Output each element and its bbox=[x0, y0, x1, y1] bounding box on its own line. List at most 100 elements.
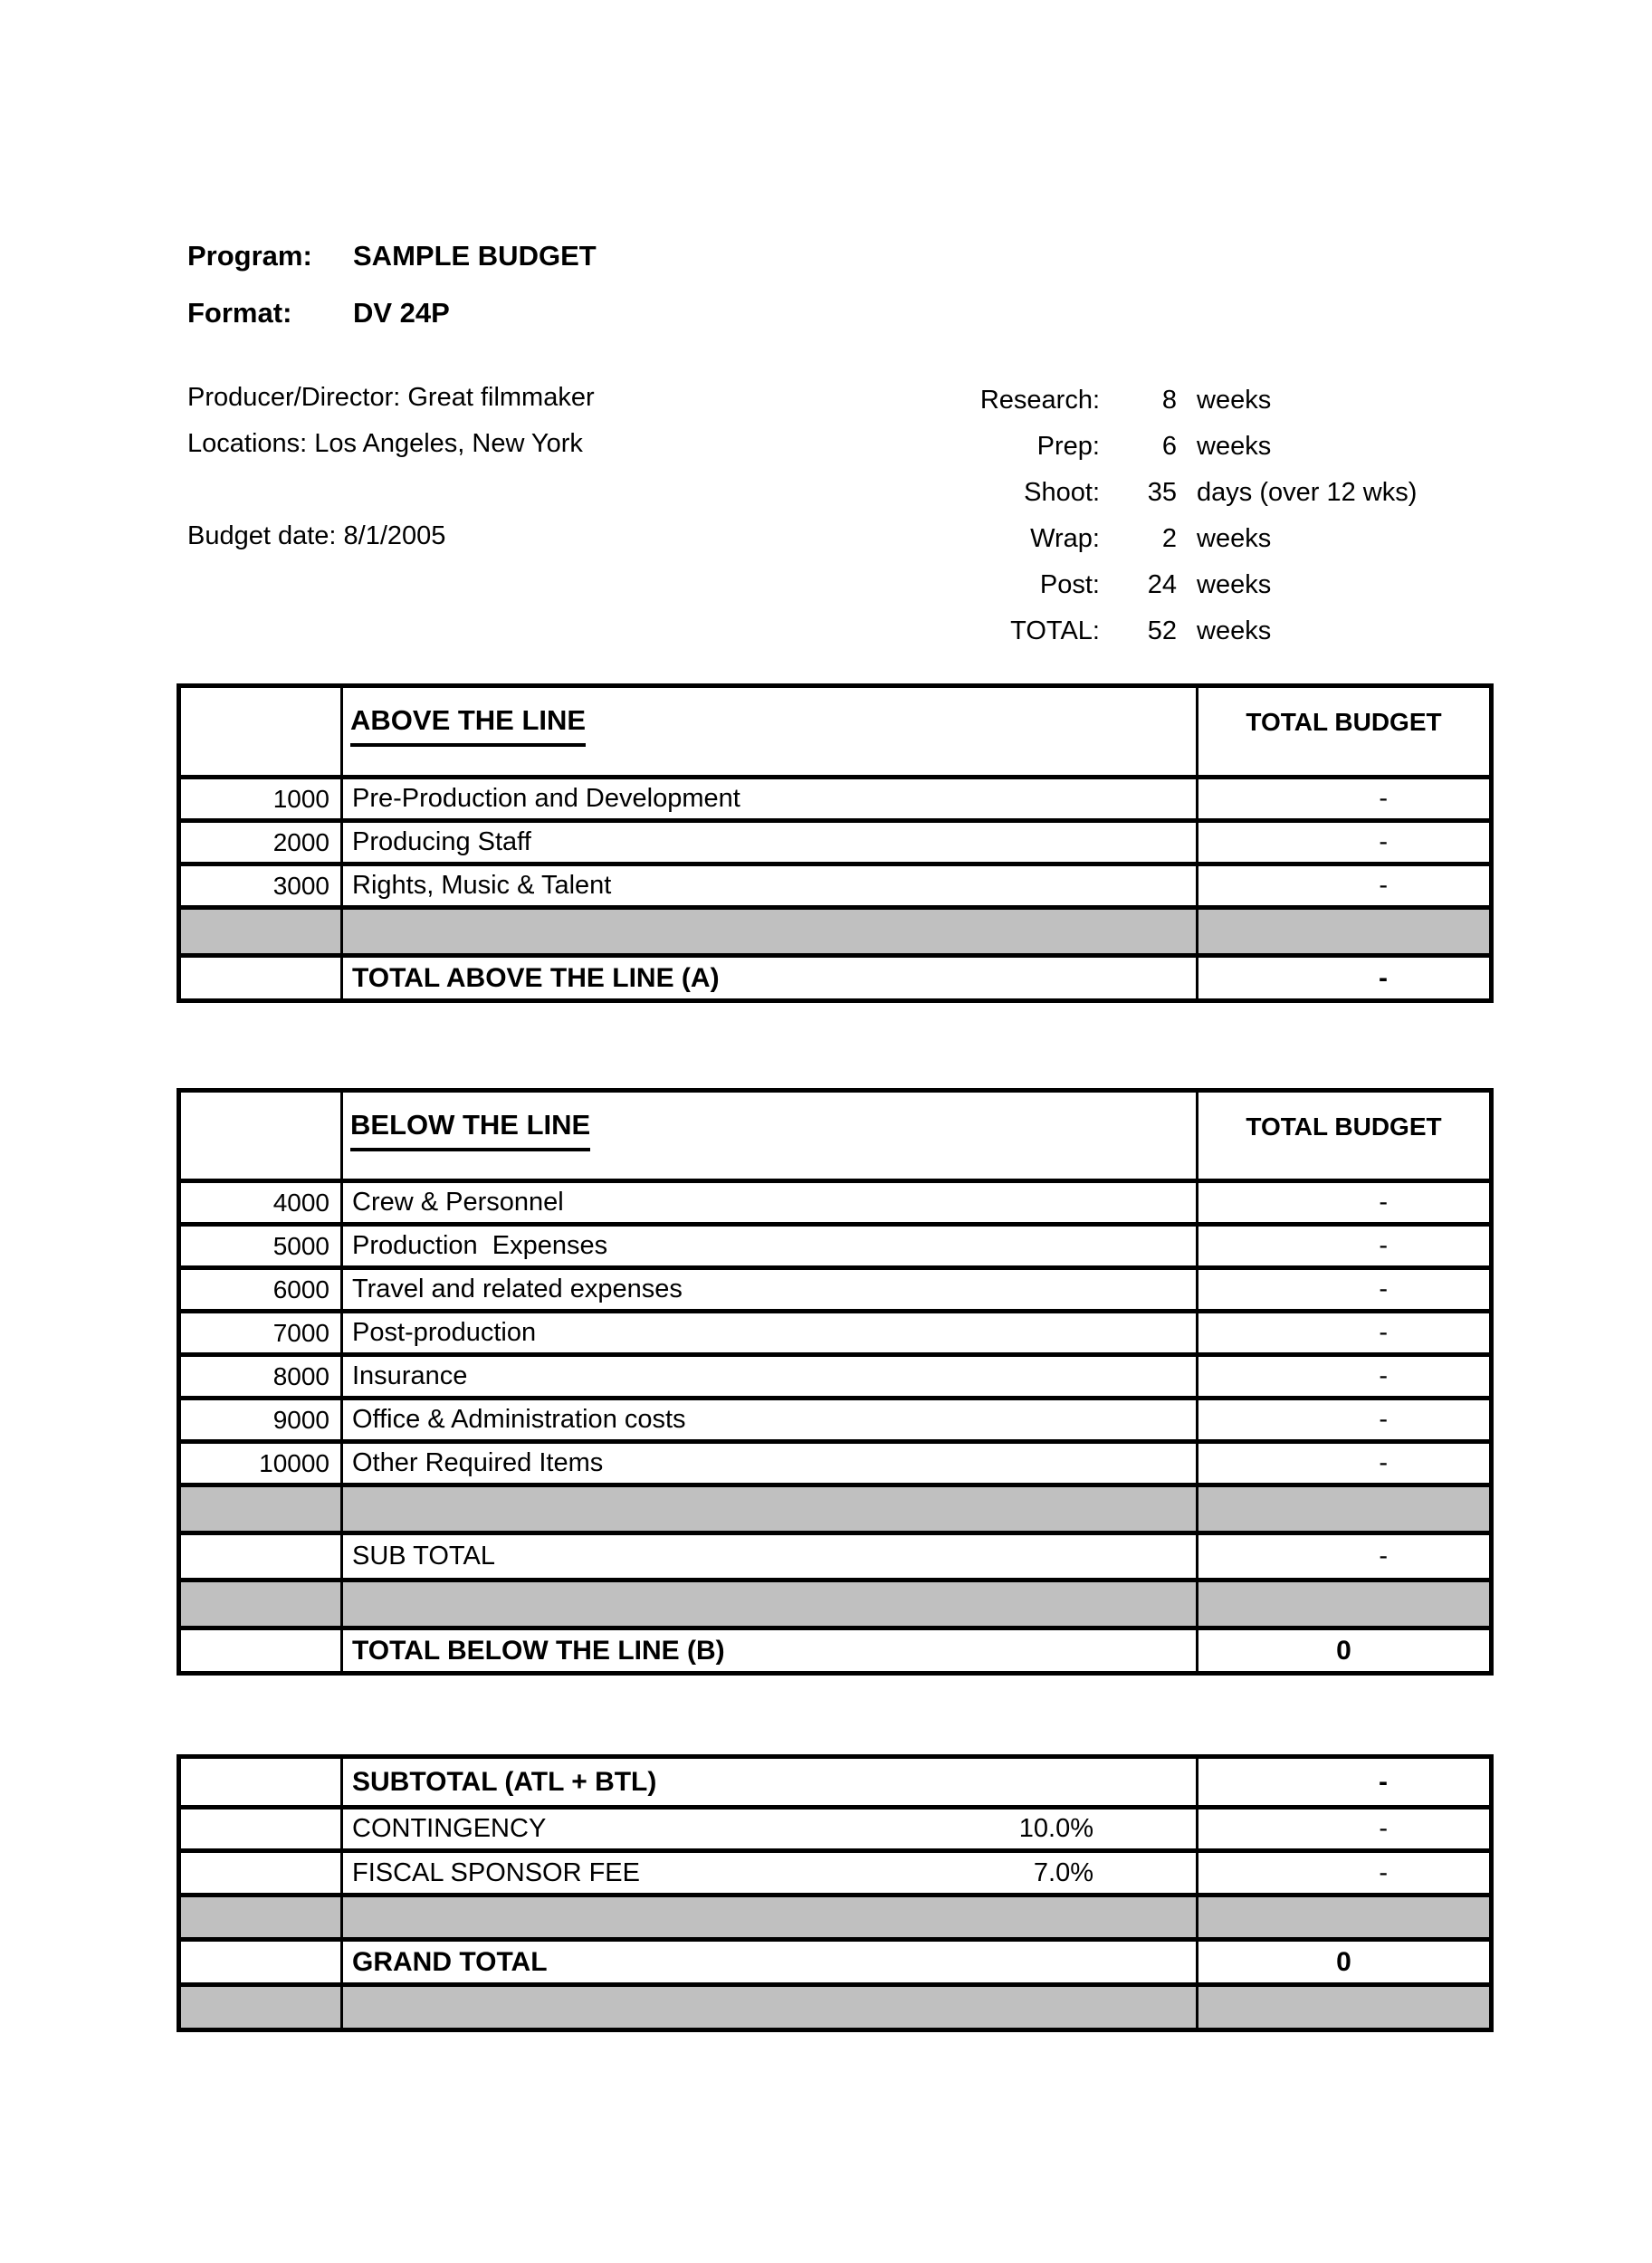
below-the-line-table: BELOW THE LINE TOTAL BUDGET 4000 Crew & Per… bbox=[177, 1088, 1494, 1676]
budget-value-cell: - bbox=[1196, 1400, 1489, 1439]
code-cell: 7000 bbox=[181, 1313, 343, 1352]
locations-line: Locations: Los Angeles, New York bbox=[187, 429, 583, 458]
desc-cell: Crew & Personnel bbox=[343, 1183, 1196, 1222]
budget-value-cell bbox=[1196, 1987, 1489, 2028]
budget-value-cell: - bbox=[1196, 958, 1489, 998]
desc-cell bbox=[343, 1582, 1196, 1626]
code-cell bbox=[181, 910, 343, 953]
table-row: SUB TOTAL - bbox=[181, 1531, 1489, 1578]
desc-cell: SUBTOTAL (ATL + BTL) bbox=[343, 1759, 1196, 1805]
header-code-cell bbox=[181, 1093, 343, 1179]
desc-cell: Pre-Production and Development bbox=[343, 779, 1196, 818]
budget-value-cell: - bbox=[1196, 866, 1489, 905]
table-header-row: BELOW THE LINE TOTAL BUDGET bbox=[181, 1093, 1489, 1179]
code-cell bbox=[181, 1582, 343, 1626]
table-row: 5000 Production Expenses - bbox=[181, 1222, 1489, 1265]
budget-value-cell: - bbox=[1196, 1759, 1489, 1805]
schedule-row: Shoot: 35 days (over 12 wks) bbox=[905, 470, 1417, 516]
desc-cell: Other Required Items bbox=[343, 1444, 1196, 1483]
budget-value-cell bbox=[1196, 1582, 1489, 1626]
format-line: Format: DV 24P bbox=[187, 297, 597, 329]
spacer-row bbox=[181, 1483, 1489, 1531]
total-budget-header: TOTAL BUDGET bbox=[1196, 1093, 1489, 1179]
schedule-value: 8 bbox=[1161, 386, 1177, 415]
schedule-row: Prep: 6 weeks bbox=[905, 424, 1417, 470]
desc-text: Crew & Personnel bbox=[352, 1188, 564, 1217]
code-cell bbox=[181, 1809, 343, 1848]
schedule-value: 6 bbox=[1161, 432, 1177, 461]
budget-value-cell: - bbox=[1196, 1809, 1489, 1848]
header-code-cell bbox=[181, 688, 343, 775]
schedule-label: Prep: bbox=[1036, 432, 1100, 461]
schedule-label: Post: bbox=[1039, 570, 1100, 599]
program-value: SAMPLE BUDGET bbox=[353, 240, 597, 272]
schedule-row: Research: 8 weeks bbox=[905, 377, 1417, 424]
desc-text: Production Expenses bbox=[352, 1231, 608, 1260]
desc-text: Office & Administration costs bbox=[352, 1405, 686, 1434]
desc-cell: TOTAL ABOVE THE LINE (A) bbox=[343, 958, 1196, 998]
code-cell: 5000 bbox=[181, 1227, 343, 1265]
code-cell bbox=[181, 1535, 343, 1578]
desc-cell: SUB TOTAL bbox=[343, 1535, 1196, 1578]
code-cell bbox=[181, 1853, 343, 1893]
code-cell: 3000 bbox=[181, 866, 343, 905]
code-cell: 9000 bbox=[181, 1400, 343, 1439]
budget-value-cell: - bbox=[1196, 1853, 1489, 1893]
schedule-value: 2 bbox=[1161, 524, 1177, 553]
desc-text: SUBTOTAL (ATL + BTL) bbox=[352, 1766, 657, 1797]
table-row: 2000 Producing Staff - bbox=[181, 818, 1489, 862]
desc-cell bbox=[343, 910, 1196, 953]
table-row: 1000 Pre-Production and Development - bbox=[181, 775, 1489, 818]
desc-cell: Insurance bbox=[343, 1357, 1196, 1396]
desc-text: FISCAL SPONSOR FEE bbox=[352, 1857, 640, 1887]
desc-text: Travel and related expenses bbox=[352, 1275, 683, 1303]
code-cell bbox=[181, 1987, 343, 2028]
code-cell: 10000 bbox=[181, 1444, 343, 1483]
code-cell: 1000 bbox=[181, 779, 343, 818]
table-title: BELOW THE LINE bbox=[350, 1109, 591, 1151]
desc-text: Post-production bbox=[352, 1318, 537, 1347]
schedule-value: 24 bbox=[1147, 570, 1177, 599]
desc-cell bbox=[343, 1987, 1196, 2028]
budget-value-cell bbox=[1196, 910, 1489, 953]
program-label: Program: bbox=[187, 240, 312, 272]
schedule-label: Shoot: bbox=[1024, 478, 1100, 507]
schedule-label: TOTAL: bbox=[1010, 616, 1100, 645]
table-row: 8000 Insurance - bbox=[181, 1352, 1489, 1396]
summary-table: SUBTOTAL (ATL + BTL) - CONTINGENCY 10.0% - FI… bbox=[177, 1754, 1494, 2032]
schedule-row: Post: 24 weeks bbox=[905, 562, 1417, 608]
code-cell bbox=[181, 958, 343, 998]
schedule-label: Research: bbox=[979, 386, 1100, 415]
budget-value-cell bbox=[1196, 1487, 1489, 1531]
table-row: 4000 Crew & Personnel - bbox=[181, 1179, 1489, 1222]
budget-value-cell: 0 bbox=[1196, 1630, 1489, 1671]
desc-cell: Travel and related expenses bbox=[343, 1270, 1196, 1309]
budget-value-cell: 0 bbox=[1196, 1942, 1489, 1982]
budget-date-line: Budget date: 8/1/2005 bbox=[187, 521, 446, 550]
budget-value-cell: - bbox=[1196, 1444, 1489, 1483]
producer-line: Producer/Director: Great filmmaker bbox=[187, 383, 595, 412]
budget-value-cell: - bbox=[1196, 1183, 1489, 1222]
desc-text: CONTINGENCY bbox=[352, 1814, 547, 1843]
table-row: 9000 Office & Administration costs - bbox=[181, 1396, 1489, 1439]
table-row: 3000 Rights, Music & Talent - bbox=[181, 862, 1489, 905]
code-cell bbox=[181, 1630, 343, 1671]
table-header-row: ABOVE THE LINE TOTAL BUDGET bbox=[181, 688, 1489, 775]
budget-value-cell: - bbox=[1196, 823, 1489, 862]
budget-value-cell bbox=[1196, 1897, 1489, 1937]
percent-value: 10.0% bbox=[1018, 1814, 1093, 1843]
schedule-unit: weeks bbox=[1197, 432, 1272, 461]
budget-value-cell: - bbox=[1196, 1227, 1489, 1265]
desc-text: SUB TOTAL bbox=[352, 1542, 495, 1571]
table-row: CONTINGENCY 10.0% - bbox=[181, 1805, 1489, 1848]
code-cell: 2000 bbox=[181, 823, 343, 862]
format-label: Format: bbox=[187, 297, 292, 329]
schedule-unit: days (over 12 wks) bbox=[1197, 478, 1418, 507]
desc-text: Producing Staff bbox=[352, 827, 531, 856]
desc-cell bbox=[343, 1897, 1196, 1937]
budget-value-cell: - bbox=[1196, 1357, 1489, 1396]
spacer-row bbox=[181, 1893, 1489, 1937]
desc-cell bbox=[343, 1487, 1196, 1531]
table-title: ABOVE THE LINE bbox=[350, 704, 587, 747]
